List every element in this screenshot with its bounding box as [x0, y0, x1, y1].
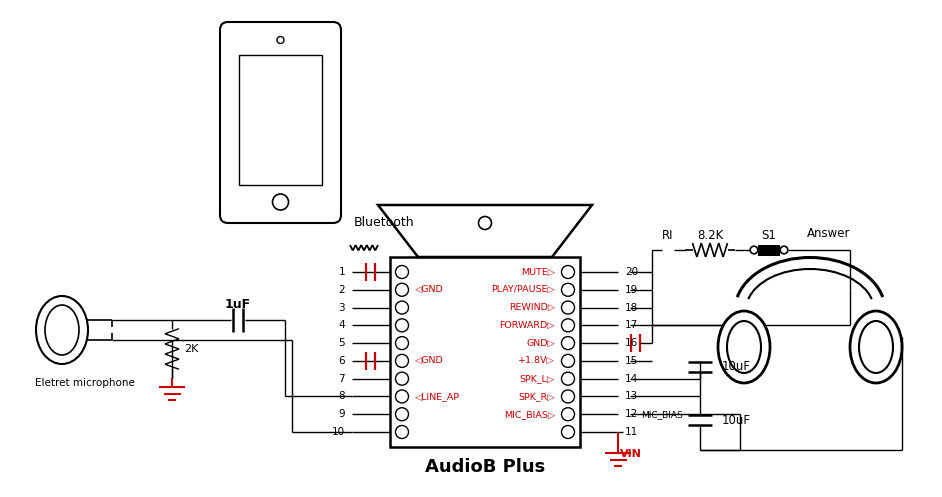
- Text: SPK_R▷: SPK_R▷: [518, 392, 555, 401]
- Text: 10uF: 10uF: [722, 360, 751, 374]
- Text: 2: 2: [338, 285, 345, 295]
- Circle shape: [561, 390, 575, 403]
- Ellipse shape: [727, 321, 761, 373]
- Circle shape: [396, 372, 409, 385]
- Text: 10: 10: [332, 427, 345, 437]
- Text: 2K: 2K: [184, 344, 199, 354]
- Text: VIN: VIN: [620, 449, 642, 459]
- Text: PLAY/PAUSE▷: PLAY/PAUSE▷: [491, 285, 555, 294]
- Text: Eletret microphone: Eletret microphone: [35, 378, 135, 388]
- Circle shape: [396, 265, 409, 278]
- Circle shape: [561, 372, 575, 385]
- Text: RI: RI: [662, 229, 674, 242]
- Circle shape: [561, 265, 575, 278]
- Polygon shape: [378, 205, 592, 257]
- Bar: [239, 55, 322, 185]
- Text: 19: 19: [625, 285, 639, 295]
- Text: Answer: Answer: [807, 227, 851, 240]
- Circle shape: [396, 301, 409, 314]
- Ellipse shape: [859, 321, 893, 373]
- Text: 1uF: 1uF: [225, 298, 252, 311]
- Text: 8: 8: [338, 392, 345, 402]
- Circle shape: [396, 319, 409, 332]
- Ellipse shape: [36, 296, 88, 364]
- Circle shape: [561, 425, 575, 438]
- Circle shape: [561, 408, 575, 421]
- Text: 17: 17: [625, 321, 639, 331]
- Text: REWIND▷: REWIND▷: [509, 303, 555, 312]
- Text: 16: 16: [625, 338, 639, 348]
- Text: 1: 1: [338, 267, 345, 277]
- Text: 15: 15: [625, 356, 639, 366]
- Circle shape: [396, 425, 409, 438]
- Circle shape: [561, 319, 575, 332]
- Text: S1: S1: [761, 230, 776, 243]
- Ellipse shape: [718, 311, 770, 383]
- Text: ◁LINE_AP: ◁LINE_AP: [415, 392, 460, 401]
- Text: 3: 3: [338, 303, 345, 313]
- Ellipse shape: [45, 305, 79, 355]
- Text: 10uF: 10uF: [722, 414, 751, 426]
- Circle shape: [561, 283, 575, 296]
- FancyBboxPatch shape: [220, 22, 341, 223]
- Text: MIC_BIAS▷: MIC_BIAS▷: [504, 410, 555, 418]
- Circle shape: [750, 246, 757, 254]
- Text: 5: 5: [338, 338, 345, 348]
- Text: ◁GND: ◁GND: [415, 285, 444, 294]
- Text: Bluetooth: Bluetooth: [354, 216, 414, 229]
- Text: GND▷: GND▷: [527, 338, 555, 347]
- Text: 18: 18: [625, 303, 639, 313]
- Text: 7: 7: [338, 374, 345, 384]
- Bar: [758, 245, 780, 255]
- Circle shape: [561, 301, 575, 314]
- Text: 6: 6: [338, 356, 345, 366]
- Text: FORWARD▷: FORWARD▷: [499, 321, 555, 330]
- Text: 11: 11: [625, 427, 639, 437]
- Circle shape: [396, 354, 409, 367]
- Text: MUTE▷: MUTE▷: [521, 267, 555, 276]
- Circle shape: [396, 408, 409, 421]
- Text: 12: 12: [625, 409, 639, 419]
- Text: 13: 13: [625, 392, 639, 402]
- Text: 9: 9: [338, 409, 345, 419]
- Text: 8.2K: 8.2K: [697, 230, 723, 243]
- Bar: [390, 257, 580, 447]
- Circle shape: [479, 217, 492, 230]
- Circle shape: [396, 283, 409, 296]
- Circle shape: [561, 354, 575, 367]
- Text: 20: 20: [625, 267, 638, 277]
- Text: +1.8V▷: +1.8V▷: [518, 356, 555, 365]
- Circle shape: [780, 246, 788, 254]
- Ellipse shape: [850, 311, 902, 383]
- Circle shape: [277, 36, 284, 44]
- Text: AudioB Plus: AudioB Plus: [425, 458, 545, 476]
- Text: SPK_L▷: SPK_L▷: [520, 374, 555, 383]
- Text: MIC_BIAS: MIC_BIAS: [641, 410, 683, 418]
- Text: 14: 14: [625, 374, 639, 384]
- Circle shape: [396, 390, 409, 403]
- Text: ◁GND: ◁GND: [415, 356, 444, 365]
- Circle shape: [272, 194, 288, 210]
- Circle shape: [561, 336, 575, 349]
- Circle shape: [396, 336, 409, 349]
- Text: 4: 4: [338, 321, 345, 331]
